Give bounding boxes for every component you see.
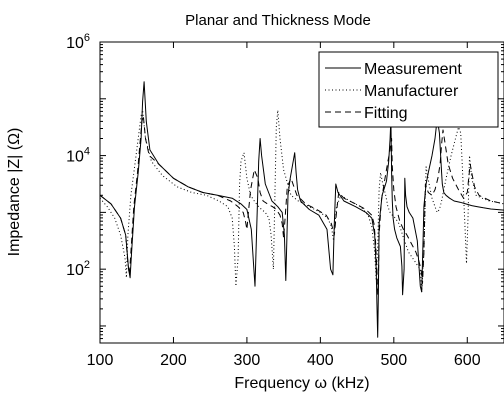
- y-tick-label: 102: [66, 259, 90, 279]
- legend-label-measurement: Measurement: [364, 61, 462, 78]
- series-manufacturer: [100, 109, 504, 293]
- x-tick-label: 400: [307, 352, 334, 369]
- x-axis-ticks: 100 200 300 400 500 600: [87, 42, 481, 369]
- chart-title: Planar and Thickness Mode: [185, 12, 371, 29]
- y-tick-label: 104: [66, 146, 90, 166]
- y-axis-label: Impedance |Z| (Ω): [6, 128, 23, 257]
- y-axis-ticks: 102 104 106: [66, 32, 504, 340]
- x-tick-label: 200: [160, 352, 187, 369]
- x-tick-label: 100: [87, 352, 114, 369]
- legend-label-fitting: Fitting: [364, 105, 408, 122]
- x-axis-label: Frequency ω (kHz): [234, 375, 369, 392]
- legend: Measurement Manufacturer Fitting: [318, 51, 499, 128]
- x-tick-label: 500: [380, 352, 407, 369]
- x-tick-label: 600: [454, 352, 481, 369]
- legend-label-manufacturer: Manufacturer: [364, 83, 459, 100]
- y-tick-label: 106: [66, 32, 90, 52]
- legend-box: [318, 51, 499, 128]
- x-tick-label: 300: [234, 352, 261, 369]
- series-layer: [100, 81, 504, 338]
- series-fitting: [100, 115, 504, 296]
- plot-frame: [99, 41, 504, 344]
